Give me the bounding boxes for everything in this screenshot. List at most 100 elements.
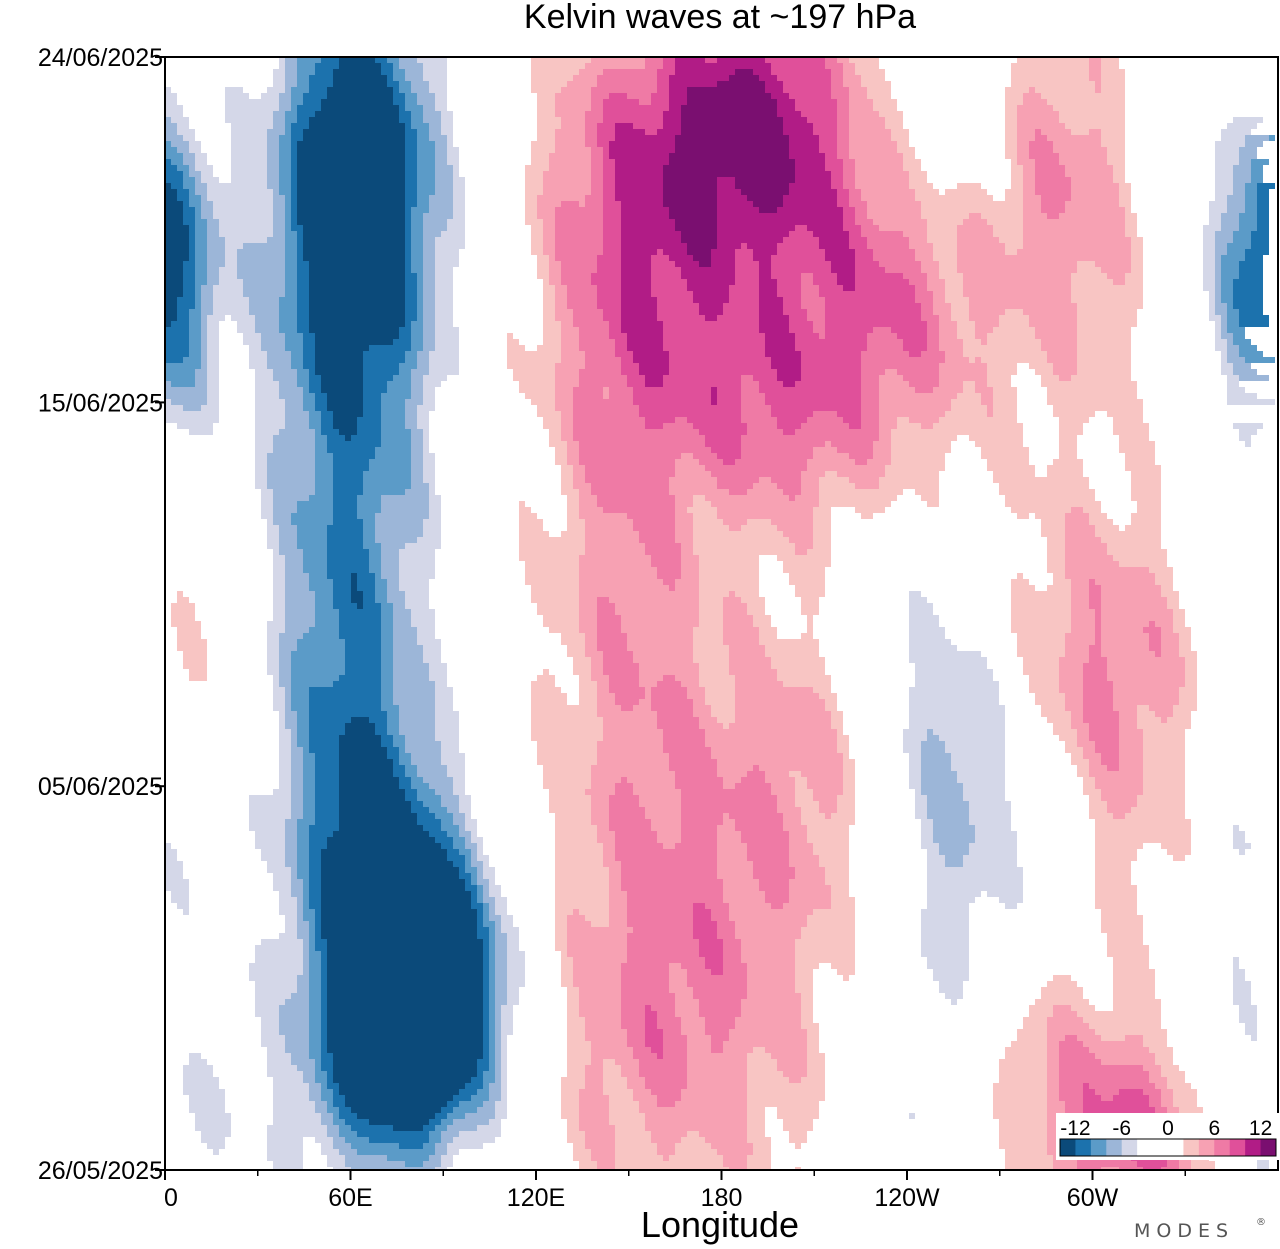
contour-cell [1113,177,1125,183]
contour-cell [543,249,555,255]
contour-cell [753,255,771,261]
contour-cell [567,507,579,513]
contour-cell [1107,543,1161,549]
contour-cell [1161,717,1167,723]
contour-cell [927,273,939,279]
contour-cell [285,825,297,831]
contour-cell [291,807,303,813]
contour-cell [783,117,807,123]
contour-cell [309,1089,321,1095]
contour-cell [381,693,393,699]
contour-cell [555,213,603,219]
contour-cell [213,297,249,303]
contour-cell [363,477,411,483]
contour-cell [483,1005,489,1011]
contour-cell [735,711,831,717]
contour-cell [351,435,381,441]
contour-cell [573,1143,585,1149]
contour-cell [1023,225,1125,231]
contour-cell [309,1011,321,1017]
contour-cell [399,561,435,567]
y-tick-label: 24/06/2025 [38,44,163,72]
contour-cell [267,1065,297,1071]
contour-cell [711,501,819,507]
contour-cell [291,813,303,819]
contour-cell [411,81,429,87]
contour-cell [327,1041,483,1047]
contour-cell [207,345,219,351]
contour-cell [1131,261,1143,267]
contour-cell [687,1047,711,1053]
contour-cell [1167,1161,1179,1167]
contour-cell [279,393,303,399]
contour-cell [1065,633,1095,639]
contour-cell [387,81,399,87]
contour-cell [279,189,291,195]
contour-cell [183,1071,213,1077]
contour-cell [711,387,717,393]
contour-cell [207,363,219,369]
contour-cell [315,933,321,939]
contour-cell [627,903,693,909]
contour-cell [405,225,411,231]
contour-cell [795,225,807,231]
contour-cell [909,591,921,597]
contour-cell [381,411,405,417]
contour-cell [1113,999,1161,1005]
contour-cell [843,285,855,291]
contour-cell [489,939,495,945]
contour-cell [321,927,477,933]
contour-cell [207,279,219,285]
contour-cell [309,495,333,501]
contour-cell [759,885,789,891]
contour-cell [663,123,681,129]
contour-cell [423,399,435,405]
contour-cell [1035,693,1065,699]
contour-cell [1257,225,1269,231]
contour-cell [273,681,279,687]
contour-cell [927,231,957,237]
contour-cell [783,297,801,303]
contour-cell [819,243,849,249]
contour-cell [315,813,339,819]
contour-cell [231,129,267,135]
contour-cell [645,1023,657,1029]
contour-cell [543,171,591,177]
contour-cell [927,285,945,291]
contour-cell [489,1047,495,1053]
contour-cell [633,705,651,711]
contour-cell [1233,291,1263,297]
contour-cell [531,699,567,705]
contour-cell [567,1053,591,1059]
contour-cell [267,1137,303,1143]
contour-cell [1227,195,1245,201]
contour-cell [1053,405,1143,411]
contour-cell [267,1131,327,1137]
contour-cell [267,471,315,477]
contour-cell [1047,1023,1089,1029]
contour-cell [783,903,831,909]
contour-cell [495,1035,501,1041]
contour-cell [1071,195,1119,201]
contour-cell [489,1005,495,1011]
contour-cell [1005,153,1017,159]
contour-cell [405,747,441,753]
contour-cell [807,921,855,927]
contour-cell [741,837,789,843]
contour-cell [411,615,435,621]
contour-cell [1215,267,1221,273]
contour-cell [267,645,279,651]
contour-cell [747,1137,771,1143]
contour-cell [1083,1083,1089,1089]
contour-cell [1233,369,1257,375]
contour-cell [423,309,435,315]
contour-cell [1011,603,1071,609]
contour-cell [1137,801,1185,807]
contour-cell [333,1167,351,1170]
contour-cell [741,525,777,531]
contour-cell [309,747,339,753]
contour-cell [831,441,873,447]
contour-cell [321,963,327,969]
contour-cell [165,327,189,333]
contour-cell [561,123,585,129]
